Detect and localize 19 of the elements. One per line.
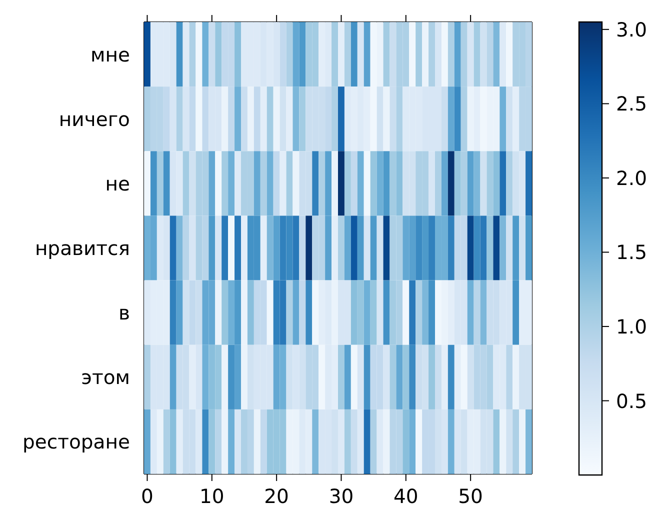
y-tick-label: этом <box>81 366 130 390</box>
y-tick-label: в <box>118 302 130 325</box>
y-tick-label: мне <box>90 43 130 66</box>
y-tick-label: ничего <box>58 108 130 131</box>
y-tick-label: не <box>105 172 130 196</box>
x-tick-label: 20 <box>264 484 289 508</box>
color-bar-label: 2.5 <box>616 92 648 116</box>
x-tick-label: 30 <box>328 484 354 508</box>
color-bar-label: 3.0 <box>616 18 648 42</box>
color-bar-label: 0.5 <box>616 390 648 413</box>
color-bar-label: 1.0 <box>616 315 648 338</box>
color-bar-label: 2.0 <box>616 166 648 190</box>
color-bar-label: 1.5 <box>616 241 648 264</box>
y-tick-label: ресторане <box>22 430 130 454</box>
y-tick-label: нравится <box>34 237 130 260</box>
x-tick-label: 10 <box>199 484 224 508</box>
x-tick-label: 0 <box>141 484 154 508</box>
x-tick-label: 50 <box>458 484 483 508</box>
x-tick-label: 40 <box>393 484 418 508</box>
